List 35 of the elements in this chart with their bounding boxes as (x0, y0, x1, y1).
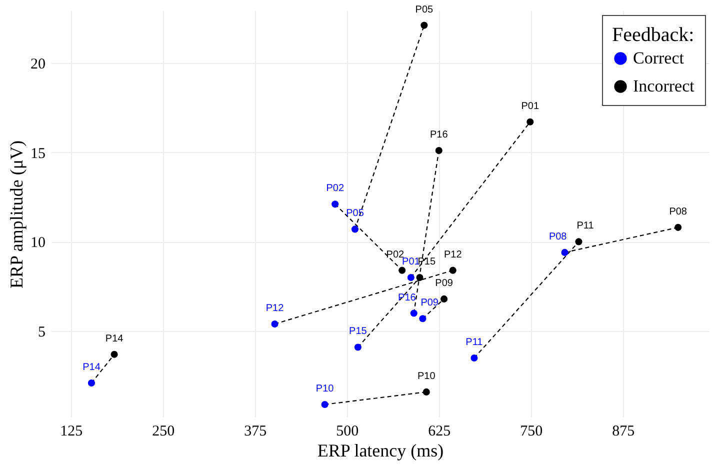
annotation: P02 (326, 183, 344, 194)
annotation: P16 (398, 292, 416, 304)
annotation: P09 (435, 278, 454, 289)
y-tick-label: 15 (30, 146, 46, 162)
annotation: P08 (669, 206, 688, 218)
annotation: P05 (415, 4, 434, 16)
annotation: P01 (521, 100, 540, 112)
annotation: P15 (349, 326, 368, 338)
annotation: P10 (417, 370, 436, 382)
y-tick-label: 20 (30, 56, 46, 72)
x-tick-label: 625 (428, 424, 451, 440)
annotation: P12 (444, 249, 462, 260)
x-tick-label: 500 (336, 424, 359, 440)
annotation: P01 (402, 256, 420, 268)
y-axis-title: ERP amplitude (μV) (6, 140, 26, 288)
legend-label: Incorrect (633, 76, 695, 96)
legend-label: Correct (633, 48, 684, 68)
y-tick-label: 10 (30, 235, 46, 252)
annotation: P16 (430, 130, 448, 141)
annotation: P10 (316, 383, 334, 394)
x-tick-label: 125 (60, 424, 83, 440)
x-tick-label: 250 (152, 424, 175, 440)
annotation: P08 (548, 231, 568, 242)
annotation: P14 (82, 362, 101, 374)
annotation: P12 (266, 302, 284, 314)
x-axis-title: ERP latency (ms) (317, 440, 444, 460)
x-tick-label: 375 (244, 424, 267, 440)
annotation: P09 (420, 298, 439, 309)
annotation: P14 (105, 333, 124, 344)
annotation: P11 (466, 336, 484, 348)
y-tick-label: 5 (38, 324, 46, 341)
annotation: P11 (576, 220, 594, 232)
x-tick-label: 750 (520, 424, 543, 440)
legend-title: Feedback: (612, 24, 694, 46)
x-tick-label: 875 (612, 424, 635, 440)
